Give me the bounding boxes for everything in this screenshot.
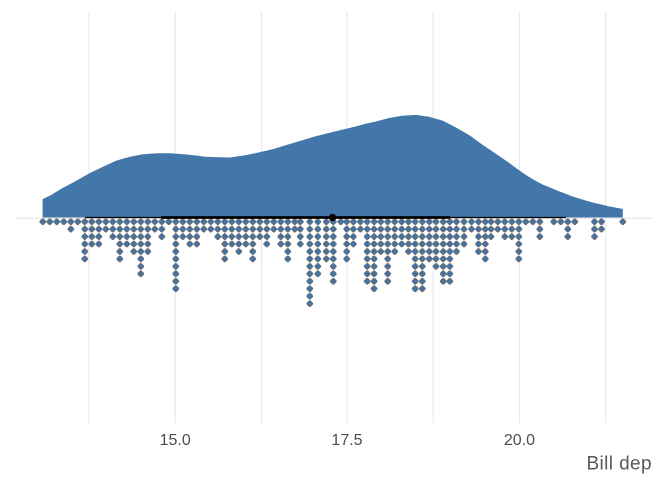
svg-text:17.5: 17.5 <box>331 432 362 449</box>
svg-text:20.0: 20.0 <box>504 432 535 449</box>
svg-text:15.0: 15.0 <box>160 432 191 449</box>
svg-text:Bill dep: Bill dep <box>586 454 652 475</box>
